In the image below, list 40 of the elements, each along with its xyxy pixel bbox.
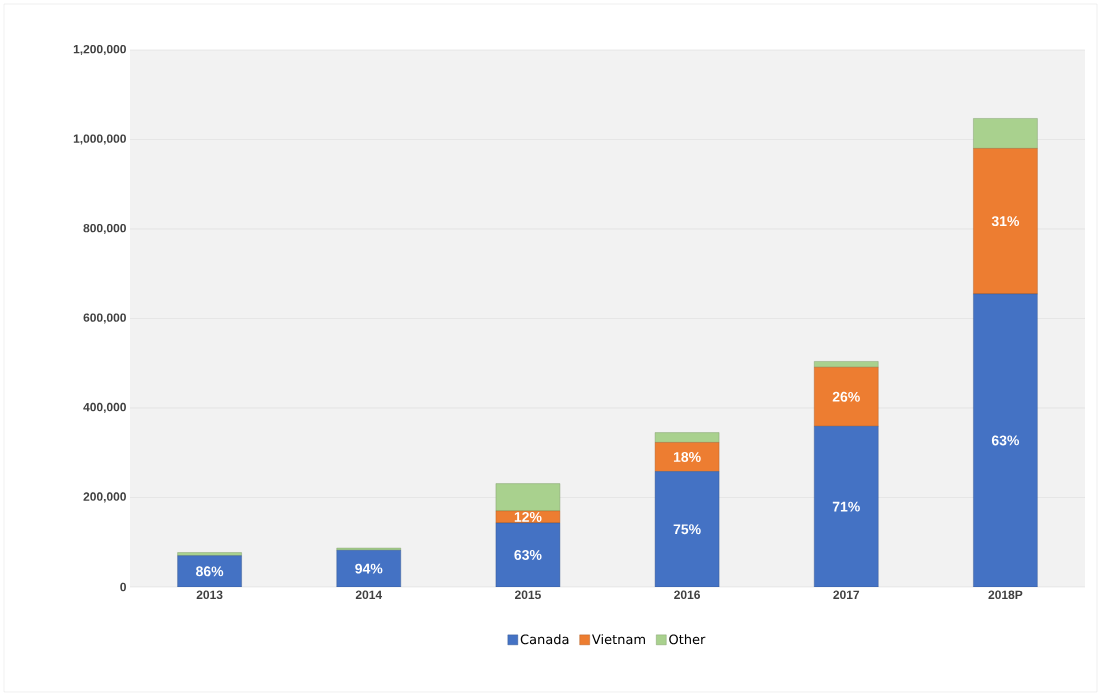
legend-label: Other [669, 634, 706, 645]
bar [654, 442, 720, 472]
bar [973, 148, 1038, 295]
annotation: 75% [673, 524, 701, 535]
x-tick-label: 2014 [355, 590, 383, 600]
annotation: 86% [196, 566, 224, 577]
annotation: 63% [514, 550, 542, 560]
annotation: 26% [832, 391, 860, 402]
bar [654, 432, 720, 443]
bar [336, 547, 401, 551]
annotation: 12% [514, 512, 542, 522]
annotation: 18% [673, 452, 701, 462]
x-tick-label: 2013 [196, 590, 223, 600]
y-tick-label: 400,000 [83, 402, 126, 414]
y-tick-label: 1,200,000 [73, 44, 126, 56]
legend-label: Canada [520, 634, 569, 645]
y-tick-label: 1,000,000 [73, 134, 126, 145]
y-tick-label: 200,000 [83, 492, 126, 503]
x-tick-label: 2017 [833, 590, 860, 600]
bar [973, 118, 1038, 149]
bar [814, 367, 879, 427]
bar [495, 483, 561, 512]
bar [973, 293, 1038, 587]
bar [654, 471, 720, 587]
annotation: 94% [355, 563, 383, 574]
bar [177, 555, 242, 587]
legend-label: Vietnam [591, 634, 645, 645]
bar [814, 426, 879, 587]
bar [495, 522, 561, 587]
x-tick-label: 2018P [988, 590, 1023, 600]
y-tick-label: 800,000 [83, 223, 126, 235]
x-tick-label: 2015 [515, 590, 541, 600]
annotation: 71% [832, 501, 860, 512]
y-tick-label: 0 [120, 582, 126, 592]
annotation: 63% [991, 435, 1020, 446]
bar [336, 550, 401, 587]
x-tick-label: 2016 [674, 590, 700, 600]
bar [814, 361, 879, 368]
annotation: 31% [991, 216, 1020, 227]
y-tick-label: 600,000 [83, 313, 126, 324]
